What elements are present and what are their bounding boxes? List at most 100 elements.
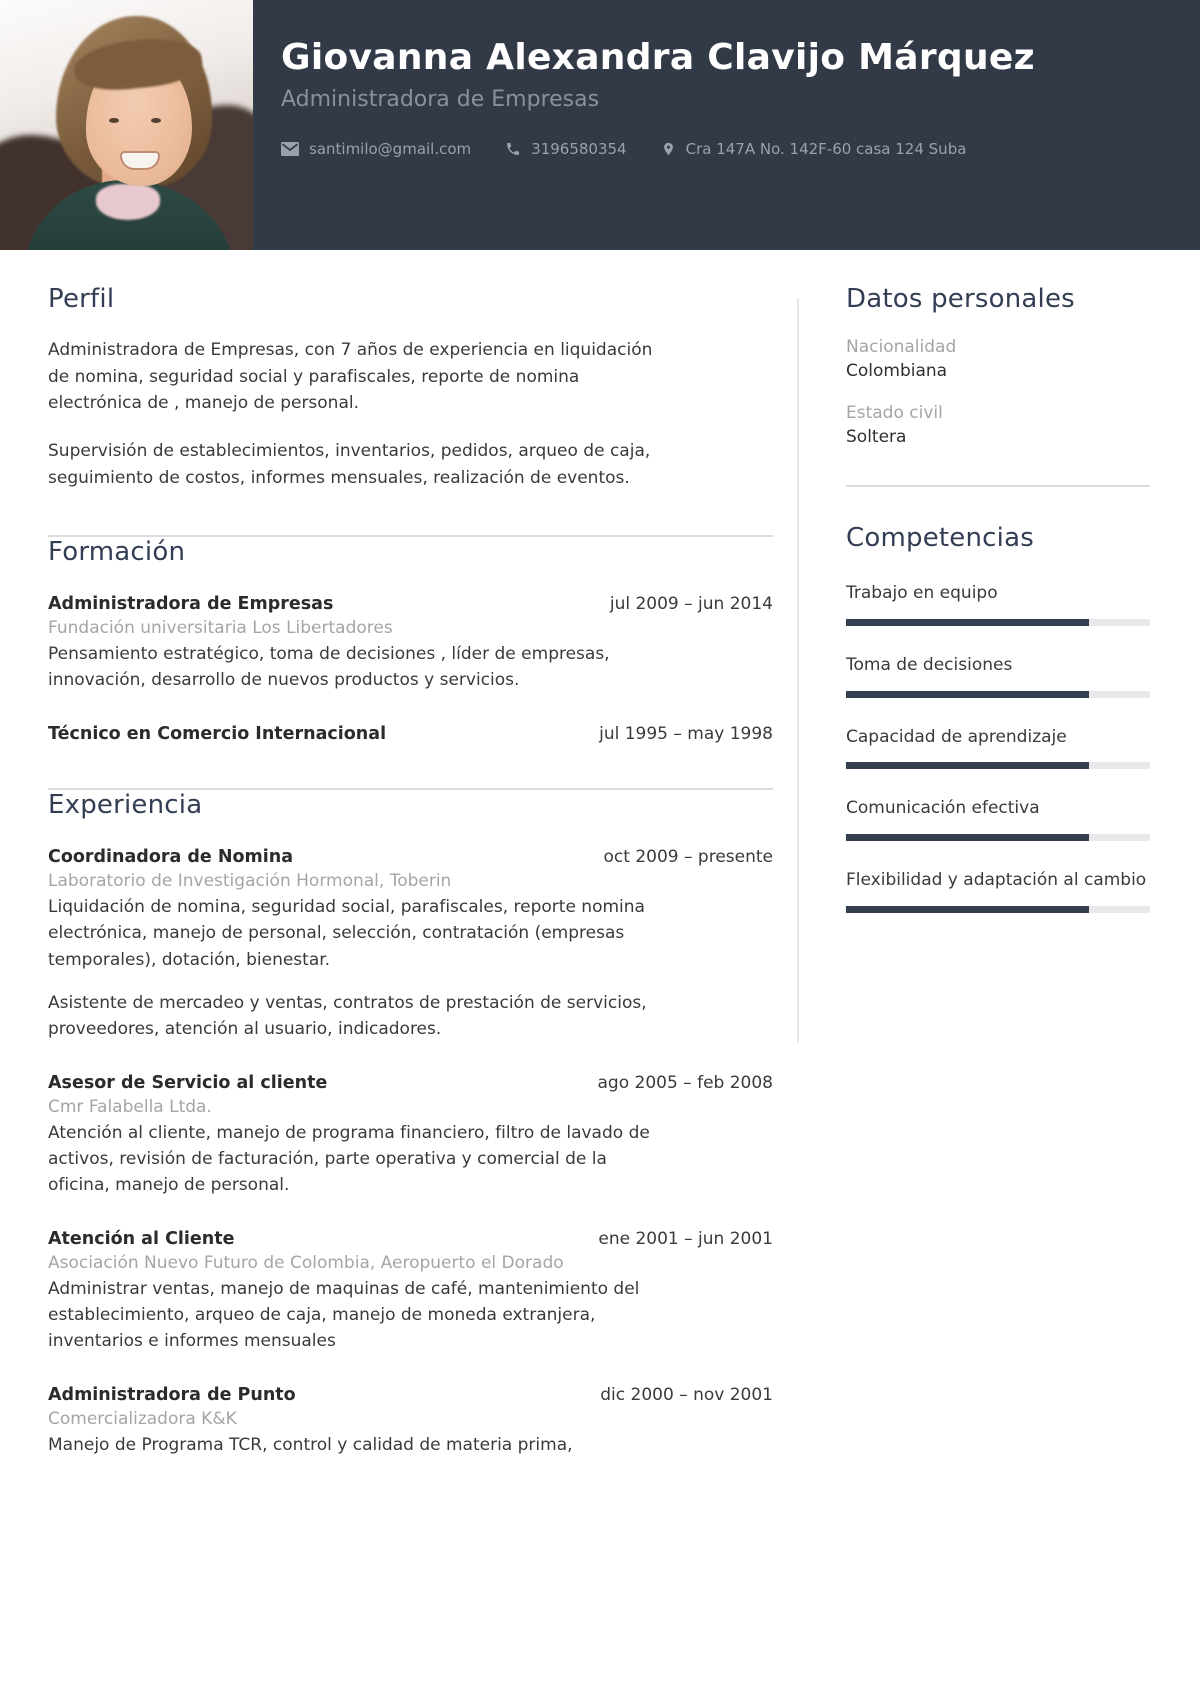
skill-item: Trabajo en equipo <box>846 581 1150 627</box>
perfil-paragraph: Supervisión de establecimientos, inventa… <box>48 441 651 488</box>
entry-description: Pensamiento estratégico, toma de decisio… <box>48 644 610 691</box>
skill-label: Trabajo en equipo <box>846 583 998 604</box>
entry-description: Liquidación de nomina, seguridad social,… <box>48 896 645 970</box>
skill-bar-fill <box>846 690 1090 698</box>
entry-title: Asesor de Servicio al cliente <box>48 1072 328 1093</box>
field-label: Estado civil <box>846 403 943 424</box>
field-value: Soltera <box>846 427 907 448</box>
profile-photo <box>0 0 253 250</box>
main-column: Perfil Administradora de Empresas, con 7… <box>48 284 773 1458</box>
entry-description: Manejo de Programa TCR, control y calida… <box>48 1434 573 1455</box>
header-text: Giovanna Alexandra Clavijo Márquez Admin… <box>0 0 1200 158</box>
contact-email-text: santimilo@gmail.com <box>309 140 472 159</box>
entry-title: Coordinadora de Nomina <box>48 846 294 867</box>
photo-collar <box>96 184 160 220</box>
section-formacion: Formación Administradora de Empresas jul… <box>48 537 773 744</box>
skill-bar-fill <box>846 762 1090 770</box>
field-value: Colombiana <box>846 361 948 382</box>
photo-eye-right <box>151 118 161 123</box>
section-divider <box>48 534 773 537</box>
entry-date: ene 2001 – jun 2001 <box>598 1228 773 1249</box>
entry-head: Técnico en Comercio Internacional jul 19… <box>48 724 773 744</box>
skill-label: Toma de decisiones <box>846 655 1013 676</box>
skill-bar-fill <box>846 905 1090 913</box>
contact-address-text: Cra 147A No. 142F-60 casa 124 Suba <box>685 140 967 159</box>
photo-eye-left <box>109 118 119 123</box>
entry-description: Asistente de mercadeo y ventas, contrato… <box>48 993 647 1040</box>
entry-company: Cmr Falabella Ltda. <box>48 1096 212 1117</box>
map-pin-icon <box>663 142 673 156</box>
photo-smile <box>120 151 160 170</box>
experiencia-heading: Experiencia <box>48 789 203 820</box>
content: Perfil Administradora de Empresas, con 7… <box>0 250 1200 1528</box>
entry-institution: Fundación universitaria Los Libertadores <box>48 618 393 639</box>
skill-bar <box>846 833 1150 841</box>
header: Giovanna Alexandra Clavijo Márquez Admin… <box>0 0 1200 250</box>
skill-item: Flexibilidad y adaptación al cambio <box>846 868 1150 913</box>
skill-bar-fill <box>846 833 1090 841</box>
experience-entry: Asesor de Servicio al cliente ago 2005 –… <box>48 1073 773 1199</box>
entry-head: Atención al Cliente ene 2001 – jun 2001 <box>48 1229 773 1249</box>
sidebar-section-datos: Datos personales Nacionalidad Colombiana… <box>846 284 1150 447</box>
entry-company: Asociación Nuevo Futuro de Colombia, Aer… <box>48 1252 564 1273</box>
skill-bar <box>846 690 1150 698</box>
skill-item: Toma de decisiones <box>846 653 1150 698</box>
experience-entry: Administradora de Punto dic 2000 – nov 2… <box>48 1385 773 1458</box>
section-divider <box>48 787 773 790</box>
sidebar: Datos personales Nacionalidad Colombiana… <box>846 284 1150 913</box>
skill-bar-fill <box>846 619 1090 627</box>
entry-description: Atención al cliente, manejo de programa … <box>48 1122 650 1196</box>
skill-bar <box>846 762 1150 770</box>
skill-label: Capacidad de aprendizaje <box>846 726 1067 747</box>
entry-head: Coordinadora de Nomina oct 2009 – presen… <box>48 847 773 867</box>
vertical-divider <box>797 298 799 1043</box>
entry-date: dic 2000 – nov 2001 <box>600 1384 773 1405</box>
entry-title: Técnico en Comercio Internacional <box>48 723 387 744</box>
entry-date: jul 1995 – may 1998 <box>599 723 773 744</box>
entry-head: Asesor de Servicio al cliente ago 2005 –… <box>48 1073 773 1093</box>
person-title: Administradora de Empresas <box>281 87 600 113</box>
envelope-icon <box>281 142 299 157</box>
entry-date: ago 2005 – feb 2008 <box>597 1072 774 1093</box>
section-perfil: Perfil Administradora de Empresas, con 7… <box>48 284 773 491</box>
entry-title: Administradora de Punto <box>48 1384 296 1405</box>
entry-company: Laboratorio de Investigación Hormonal, T… <box>48 870 452 891</box>
skill-item: Comunicación efectiva <box>846 796 1150 841</box>
experience-entry: Coordinadora de Nomina oct 2009 – presen… <box>48 847 773 1043</box>
section-experiencia: Experiencia Coordinadora de Nomina oct 2… <box>48 790 773 1458</box>
entry-date: jul 2009 – jun 2014 <box>609 594 773 615</box>
contact-row: santimilo@gmail.com 3196580354 Cra 147A … <box>281 140 1150 158</box>
perfil-paragraph: Administradora de Empresas, con 7 años d… <box>48 340 653 413</box>
entry-title: Administradora de Empresas <box>48 594 334 615</box>
skill-label: Comunicación efectiva <box>846 798 1040 819</box>
contact-phone-text: 3196580354 <box>531 140 627 159</box>
datos-heading: Datos personales <box>846 284 1075 314</box>
perfil-heading: Perfil <box>48 284 115 314</box>
education-entry: Técnico en Comercio Internacional jul 19… <box>48 724 773 744</box>
skill-item: Capacidad de aprendizaje <box>846 725 1150 770</box>
personal-field: Estado civil Soltera <box>846 403 1150 447</box>
contact-phone: 3196580354 <box>505 140 627 159</box>
personal-field: Nacionalidad Colombiana <box>846 337 1150 381</box>
sidebar-divider <box>846 485 1150 488</box>
formacion-heading: Formación <box>48 536 186 567</box>
entry-date: oct 2009 – presente <box>603 846 773 867</box>
entry-head: Administradora de Punto dic 2000 – nov 2… <box>48 1385 773 1405</box>
entry-description: Administrar ventas, manejo de maquinas d… <box>48 1278 640 1352</box>
phone-icon <box>507 143 520 156</box>
education-entry: Administradora de Empresas jul 2009 – ju… <box>48 594 773 694</box>
competencias-heading: Competencias <box>846 523 1034 554</box>
experience-entry: Atención al Cliente ene 2001 – jun 2001 … <box>48 1229 773 1355</box>
entry-title: Atención al Cliente <box>48 1228 235 1249</box>
contact-address: Cra 147A No. 142F-60 casa 124 Suba <box>661 140 967 159</box>
entry-head: Administradora de Empresas jul 2009 – ju… <box>48 594 773 614</box>
contact-email: santimilo@gmail.com <box>281 140 471 158</box>
skill-bar <box>846 619 1150 627</box>
skill-label: Flexibilidad y adaptación al cambio <box>846 869 1147 890</box>
skill-bar <box>846 905 1150 913</box>
sidebar-section-competencias: Competencias Trabajo en equipo Toma de d… <box>846 523 1150 913</box>
field-label: Nacionalidad <box>846 337 957 358</box>
entry-company: Comercializadora K&K <box>48 1408 237 1429</box>
person-name: Giovanna Alexandra Clavijo Márquez <box>281 37 1035 78</box>
